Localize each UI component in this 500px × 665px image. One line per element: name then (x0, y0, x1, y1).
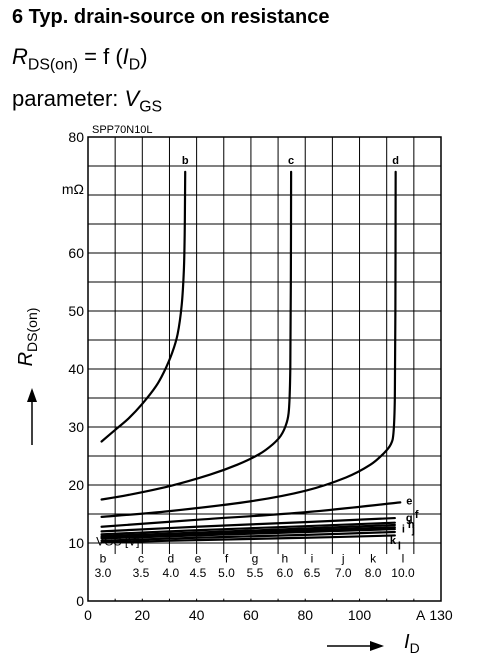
vgs-letter-l: l (402, 552, 405, 566)
vgs-value-k: 8.0 (365, 566, 382, 580)
vgs-value-h: 6.0 (277, 566, 294, 580)
series-line-i (100, 526, 396, 539)
series-label-b: b (182, 155, 189, 167)
series-line-e (100, 501, 402, 528)
vgs-table-label: VGS [V] = (96, 534, 150, 548)
y-tick-label: 80 (68, 129, 84, 145)
vgs-value-f: 5.0 (218, 566, 235, 580)
x-unit-label: A (416, 607, 426, 623)
y-tick-label: 20 (68, 477, 84, 493)
y-tick-label: 60 (68, 245, 84, 261)
y-axis-arrow-head (27, 388, 37, 402)
vgs-letter-j: j (341, 552, 345, 566)
series-line-f (100, 516, 396, 533)
vgs-letter-h: h (282, 552, 289, 566)
series-label-d: d (392, 155, 399, 167)
series-label-f: f (415, 509, 419, 521)
chart-formula: RDS(on) = f (ID) (12, 44, 148, 74)
series-label-j: j (411, 524, 415, 536)
vgs-letter-e: e (195, 552, 202, 566)
vgs-table: b3.0c3.5d4.0e4.5f5.0g5.5h6.0i6.5j7.0k8.0… (95, 534, 415, 580)
series-line-d (100, 170, 397, 518)
vgs-value-i: 6.5 (304, 566, 321, 580)
x-tick-label: 60 (243, 607, 259, 623)
x-tick-label: 20 (135, 607, 151, 623)
y-axis-label: RDS(on) (15, 308, 40, 367)
series-label-k: k (390, 535, 397, 547)
x-tick-label: 0 (84, 607, 92, 623)
device-label: SPP70N10L (92, 124, 153, 136)
series-line-g (100, 521, 396, 536)
y-tick-label: 30 (68, 419, 84, 435)
series-line-j (100, 527, 396, 540)
vgs-value-b: 3.0 (95, 566, 112, 580)
series-label-c: c (288, 155, 294, 167)
y-tick-label: 10 (68, 535, 84, 551)
vgs-value-j: 7.0 (335, 566, 352, 580)
plot-frame (87, 136, 442, 602)
vgs-letter-d: d (167, 552, 174, 566)
y-unit-label: mΩ (62, 181, 84, 197)
vgs-value-g: 5.5 (247, 566, 264, 580)
x-axis-label: ID (404, 631, 420, 656)
vgs-letter-c: c (138, 552, 144, 566)
series-line-l (100, 534, 396, 544)
vgs-value-e: 4.5 (190, 566, 207, 580)
x-tick-label: 130 (429, 607, 453, 623)
series-line-c (100, 170, 293, 501)
chart-title: 6 Typ. drain-source on resistance (12, 6, 330, 28)
x-tick-label: 40 (189, 607, 205, 623)
vgs-value-l: 10.0 (391, 566, 415, 580)
x-tick-label: 80 (297, 607, 313, 623)
series-label-g: g (406, 513, 413, 525)
vgs-table-background (89, 554, 440, 599)
vgs-letter-g: g (252, 552, 259, 566)
chart-grid (88, 137, 441, 601)
series-label-l: l (398, 540, 401, 552)
vgs-letter-b: b (100, 552, 107, 566)
series-line-k (100, 530, 396, 542)
vgs-letter-k: k (370, 552, 377, 566)
x-tick-label: 100 (348, 607, 372, 623)
series-line-b (100, 170, 187, 443)
vgs-value-d: 4.0 (162, 566, 179, 580)
vgs-letter-i: i (311, 552, 314, 566)
series-label-e: e (406, 495, 412, 507)
series-line-h (100, 523, 396, 538)
chart-series (100, 170, 402, 544)
vgs-value-c: 3.5 (133, 566, 150, 580)
vgs-letter-f: f (225, 552, 229, 566)
y-tick-label: 50 (68, 303, 84, 319)
series-label-i: i (402, 523, 405, 535)
y-tick-label: 40 (68, 361, 84, 377)
x-axis-arrow-head (370, 641, 384, 651)
y-tick-label: 0 (76, 593, 84, 609)
chart-parameter: parameter: VGS (12, 86, 163, 116)
series-label-h: h (408, 519, 415, 531)
